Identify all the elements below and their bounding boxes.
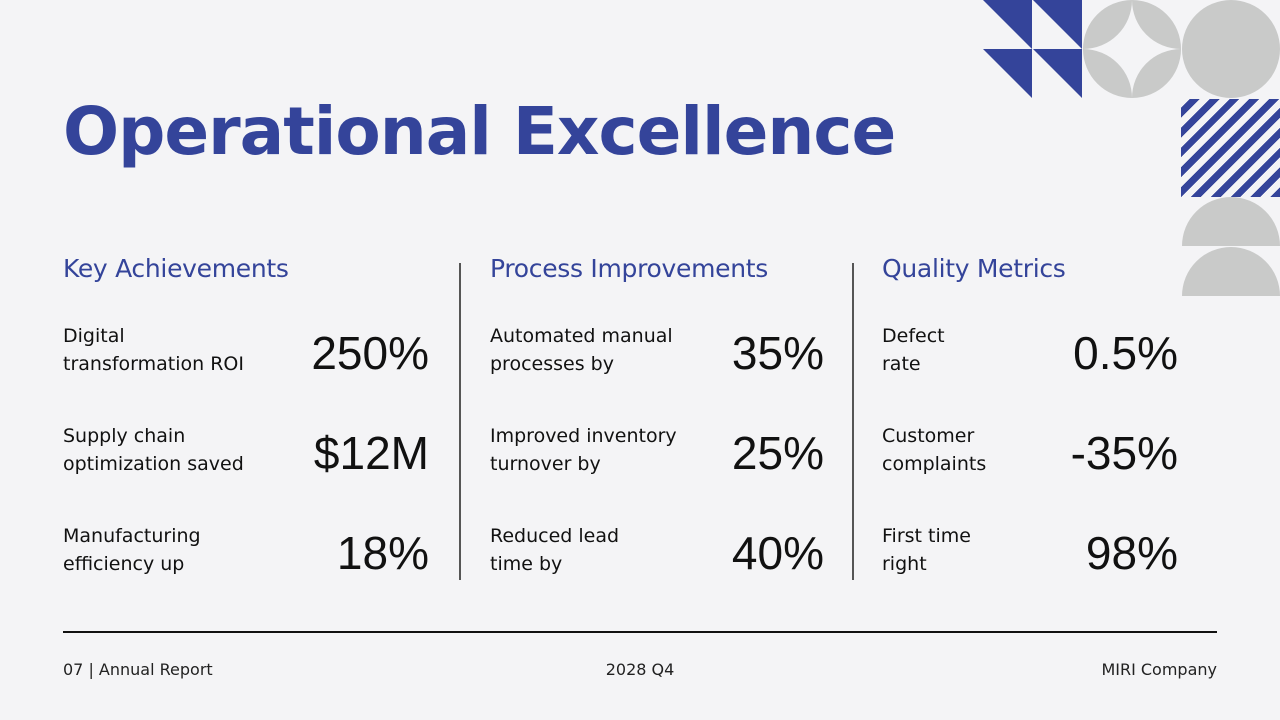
half-circle-decoration-icon xyxy=(1182,197,1280,246)
page-title: Operational Excellence xyxy=(63,93,896,170)
metric-value: 40% xyxy=(731,527,824,579)
metric-label-line: processes by xyxy=(490,353,614,375)
petal-decoration-icon xyxy=(1083,49,1132,98)
petal-decoration-icon xyxy=(1083,0,1132,49)
metric-label: Supply chain optimization saved xyxy=(63,422,244,478)
metric-label: Improved inventory turnover by xyxy=(490,422,677,478)
metric-label-line: complaints xyxy=(882,453,987,475)
metric-label: Reduced lead time by xyxy=(490,522,619,578)
triangle-decoration-icon xyxy=(983,49,1032,98)
metric-label: Defect rate xyxy=(882,322,945,378)
metric-row: Customer complaints -35% xyxy=(882,422,1178,482)
metric-label-line: transformation ROI xyxy=(63,353,244,375)
metric-label-line: Defect xyxy=(882,325,945,347)
metric-value: 25% xyxy=(731,427,824,479)
metric-value: 250% xyxy=(311,327,429,379)
half-circle-decoration-icon xyxy=(1182,247,1280,296)
footer-period: 2028 Q4 xyxy=(605,660,675,679)
column-key-achievements: Key Achievements Digital transformation … xyxy=(63,250,429,578)
metric-row: Digital transformation ROI 250% xyxy=(63,322,429,382)
column-heading: Quality Metrics xyxy=(882,254,1066,283)
metric-row: Improved inventory turnover by 25% xyxy=(490,422,824,482)
footer-divider xyxy=(63,631,1217,633)
metric-row: First time right 98% xyxy=(882,522,1178,582)
petal-decoration-icon xyxy=(1132,49,1181,98)
metric-value: $12M xyxy=(313,427,429,479)
metric-value: -35% xyxy=(1070,427,1178,479)
metric-value: 0.5% xyxy=(1073,327,1178,379)
column-process-improvements: Process Improvements Automated manual pr… xyxy=(490,250,824,578)
metric-label-line: Supply chain xyxy=(63,425,186,447)
metric-label-line: First time xyxy=(882,525,971,547)
footer-page-label: 07 | Annual Report xyxy=(63,660,213,679)
metric-label-line: Improved inventory xyxy=(490,425,677,447)
column-heading: Process Improvements xyxy=(490,254,768,283)
metric-label: Automated manual processes by xyxy=(490,322,673,378)
metric-row: Manufacturing efficiency up 18% xyxy=(63,522,429,582)
metric-label: First time right xyxy=(882,522,971,578)
metric-label-line: Customer xyxy=(882,425,975,447)
metric-label-line: time by xyxy=(490,553,563,575)
metric-label: Manufacturing efficiency up xyxy=(63,522,201,578)
triangle-decoration-icon xyxy=(1033,49,1082,98)
metric-row: Defect rate 0.5% xyxy=(882,322,1178,382)
petal-decoration-icon xyxy=(1132,0,1181,49)
column-divider xyxy=(852,263,854,580)
column-quality-metrics: Quality Metrics Defect rate 0.5% Custome… xyxy=(882,250,1178,578)
metric-row: Reduced lead time by 40% xyxy=(490,522,824,582)
metric-label-line: Digital xyxy=(63,325,125,347)
metric-label-line: Automated manual xyxy=(490,325,673,347)
metric-label-line: optimization saved xyxy=(63,453,244,475)
metric-row: Supply chain optimization saved $12M xyxy=(63,422,429,482)
metric-label-line: right xyxy=(882,553,927,575)
footer-company: MIRI Company xyxy=(1101,660,1217,679)
metric-row: Automated manual processes by 35% xyxy=(490,322,824,382)
column-divider xyxy=(459,263,461,580)
metric-label-line: Reduced lead xyxy=(490,525,620,547)
metric-label: Digital transformation ROI xyxy=(63,322,244,378)
metric-label-line: turnover by xyxy=(490,453,601,475)
metric-label-line: Manufacturing xyxy=(63,525,201,547)
metric-value: 18% xyxy=(336,527,429,579)
metric-value: 98% xyxy=(1085,527,1178,579)
triangle-decoration-icon xyxy=(983,0,1032,49)
metric-label-line: efficiency up xyxy=(63,553,185,575)
stripes-decoration-icon xyxy=(1181,99,1280,197)
circle-decoration-icon xyxy=(1182,0,1280,98)
column-heading: Key Achievements xyxy=(63,254,289,283)
metric-value: 35% xyxy=(731,327,824,379)
triangle-decoration-icon xyxy=(1033,0,1082,49)
metric-label: Customer complaints xyxy=(882,422,986,478)
metric-label-line: rate xyxy=(882,353,921,375)
